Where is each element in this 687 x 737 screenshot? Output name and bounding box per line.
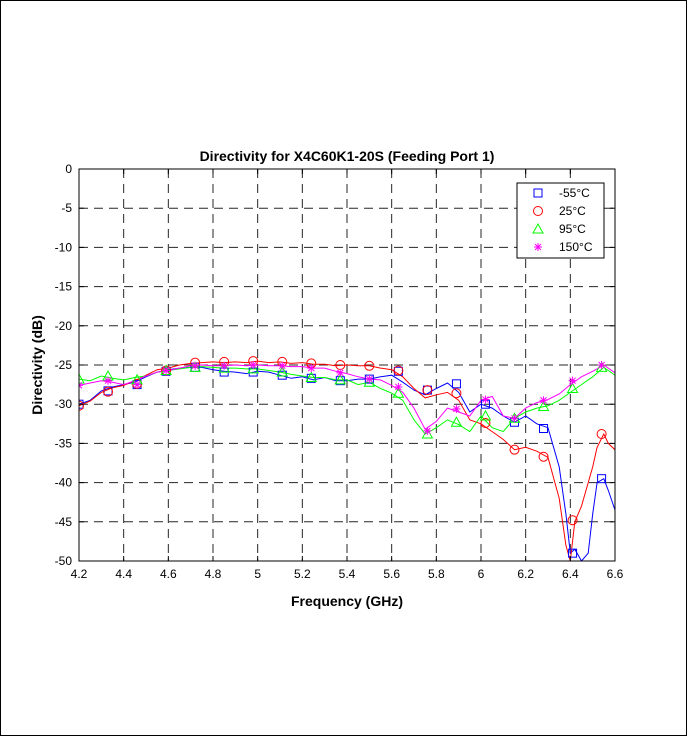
series-1-point bbox=[509, 444, 520, 455]
series-3-point bbox=[539, 396, 548, 405]
series-markers bbox=[79, 356, 608, 558]
x-axis: 4.2 4.4 4.6 4.8 5 5.2 5.4 5.6 5.8 6 6.2 6.4 6.6 bbox=[71, 169, 624, 581]
x-tick-label: 5.6 bbox=[383, 567, 400, 581]
series-2-point bbox=[189, 361, 201, 372]
y-tick-label: -45 bbox=[55, 515, 73, 529]
y-tick-label: -40 bbox=[55, 476, 73, 490]
series-0-point bbox=[306, 373, 316, 383]
y-axis: 0 -5 -10 -15 -20 -25 -30 -35 -40 -45 -50 bbox=[55, 162, 615, 568]
legend-label-1: 25°C bbox=[559, 204, 586, 218]
chart-title: Directivity for X4C60K1-20S (Feeding Por… bbox=[200, 148, 495, 164]
legend-label-2: 95°C bbox=[559, 222, 586, 236]
series-2-point bbox=[566, 382, 579, 394]
series-3-point bbox=[481, 395, 490, 404]
legend-marker-2 bbox=[532, 222, 544, 234]
y-tick-label: -30 bbox=[55, 397, 73, 411]
series-2-point bbox=[392, 387, 405, 398]
y-tick-label: -15 bbox=[55, 280, 73, 294]
series-3-point bbox=[365, 375, 374, 384]
series-1-point bbox=[79, 400, 84, 411]
series-1-point bbox=[393, 365, 404, 376]
x-tick-label: 5.4 bbox=[339, 567, 356, 581]
series-1-point bbox=[422, 385, 433, 396]
series-3-point bbox=[220, 361, 229, 370]
series-2-point bbox=[479, 409, 492, 421]
series-3-point bbox=[510, 414, 519, 423]
series-1-point bbox=[538, 451, 549, 462]
series-3-point bbox=[104, 376, 113, 385]
y-tick-label: -35 bbox=[55, 436, 73, 450]
series-1-point bbox=[103, 386, 114, 397]
series-3-point bbox=[249, 361, 258, 369]
series-3-point bbox=[336, 368, 345, 377]
y-tick-label: 0 bbox=[65, 162, 72, 176]
series-3-point bbox=[568, 376, 577, 385]
series-2-point bbox=[276, 366, 289, 377]
y-tick-label: -10 bbox=[55, 240, 73, 254]
legend-label-3: 150°C bbox=[559, 240, 593, 254]
series-2-point bbox=[79, 373, 85, 384]
series-3-point bbox=[423, 426, 432, 435]
y-tick-label: -5 bbox=[61, 201, 72, 215]
series-2-point bbox=[334, 373, 347, 385]
y-tick-label: -20 bbox=[55, 319, 73, 333]
y-tick-label: -50 bbox=[55, 554, 73, 568]
series-2-point bbox=[247, 362, 260, 374]
series-3-point bbox=[79, 381, 83, 390]
series-3-point bbox=[307, 364, 316, 373]
series-0-point bbox=[539, 424, 549, 434]
series-3-point bbox=[162, 366, 171, 375]
x-tick-label: 5.8 bbox=[428, 567, 445, 581]
x-tick-label: 6.2 bbox=[517, 567, 534, 581]
series-1-point bbox=[480, 418, 491, 429]
series-2-point bbox=[450, 416, 463, 427]
x-tick-label: 6.6 bbox=[607, 567, 624, 581]
series-2-point bbox=[305, 371, 318, 383]
series-3-point bbox=[191, 361, 200, 370]
series-3-point bbox=[278, 361, 287, 370]
y-axis-label: Directivity (dB) bbox=[29, 315, 45, 415]
series-0-point bbox=[597, 474, 607, 484]
series-0-point bbox=[568, 548, 578, 558]
series-1-point bbox=[596, 428, 607, 439]
x-tick-label: 4.6 bbox=[160, 567, 177, 581]
x-tick-label: 4.2 bbox=[71, 567, 88, 581]
series-3-point bbox=[394, 382, 403, 391]
y-tick-label: -25 bbox=[55, 358, 73, 372]
x-tick-label: 5 bbox=[254, 567, 261, 581]
legend-box bbox=[516, 182, 605, 259]
series-3-point bbox=[133, 380, 142, 389]
series-2-point bbox=[537, 400, 550, 412]
x-tick-label: 6.4 bbox=[562, 567, 579, 581]
legend-marker-0 bbox=[533, 188, 543, 198]
x-tick-label: 6 bbox=[478, 567, 485, 581]
x-tick-label: 4.4 bbox=[115, 567, 132, 581]
legend: -55°C 25°C 95°C 150°C bbox=[516, 182, 605, 259]
series-3-point bbox=[597, 361, 606, 369]
series-1-point bbox=[364, 360, 375, 371]
series-1-point bbox=[451, 388, 462, 399]
series-line-1 bbox=[79, 360, 615, 561]
series-0-point bbox=[451, 379, 461, 389]
series-3-point bbox=[452, 404, 461, 413]
legend-marker-3 bbox=[534, 243, 542, 251]
x-axis-label: Frequency (GHz) bbox=[291, 593, 403, 609]
series-1-point bbox=[567, 515, 578, 526]
legend-label-0: -55°C bbox=[559, 186, 590, 200]
x-tick-label: 5.2 bbox=[294, 567, 311, 581]
legend-marker-1 bbox=[533, 206, 543, 216]
x-tick-label: 4.8 bbox=[205, 567, 222, 581]
